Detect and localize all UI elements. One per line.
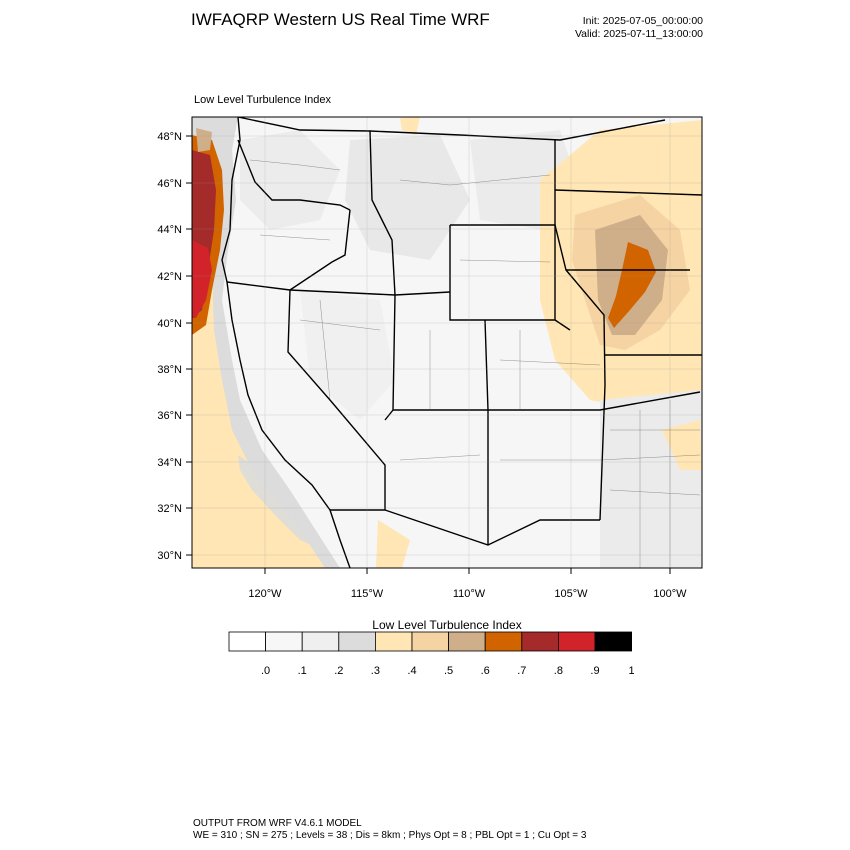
footer-model-info: OUTPUT FROM WRF V4.6.1 MODEL [193,818,362,829]
colorbar-tick-label: .1 [298,665,307,677]
plains-index-high [608,242,656,328]
footer-config-info: WE = 310 ; SN = 275 ; Levels = 38 ; Dis … [193,830,587,841]
colorbar-box [265,631,303,652]
init-time-label: Init: 2025-07-05_00:00:00 [582,15,703,27]
graticule [192,117,702,568]
lon-label-105: 105°W [554,588,588,600]
colorbar-tick-label: .2 [334,665,343,677]
north-index-low [400,117,420,135]
map-frame [191,116,703,569]
lon-ticks [264,568,671,574]
colorbar [228,631,632,652]
lat-label-44: 44°N [157,224,182,236]
colorbar-box [448,631,486,652]
colorbar-ticks: .0 .1 .2 .3 .4 .5 .6 .7 .8 .9 1 [261,665,635,677]
map-area [192,117,702,568]
coastal-index-max [192,240,212,318]
coastline [221,117,351,568]
lat-label-42: 42°N [157,271,182,283]
colorbar-box [338,631,376,652]
coastal-index-mid [196,128,212,152]
lat-label-40: 40°N [157,318,182,330]
main-title: IWFAQRP Western US Real Time WRF [191,10,490,29]
colorbar-tick-label: .3 [371,665,380,677]
colorbar-title: Low Level Turbulence Index [372,618,521,632]
colorbar-tick-label: 1 [629,665,635,677]
ocean-turbulence-low [192,260,325,568]
valid-time-label: Valid: 2025-07-11_13:00:00 [574,28,703,40]
south-index-low [376,520,410,568]
colorbar-tick-label: .4 [407,665,416,677]
lat-label-30: 30°N [157,550,182,562]
terrain-shading [300,290,395,420]
texas-index-low [662,420,702,470]
colorbar-box [411,631,449,652]
lon-label-100: 100°W [653,588,687,600]
map-subtitle: Low Level Turbulence Index [194,94,331,106]
lon-label-120: 120°W [248,588,282,600]
lon-label-115: 115°W [351,588,384,600]
state-borders [226,117,702,546]
lat-label-46: 46°N [157,178,182,190]
colorbar-box [521,631,559,652]
lat-label-32: 32°N [157,503,182,515]
colorbar-tick-label: .9 [590,665,599,677]
colorbar-tick-label: .8 [554,665,563,677]
colorbar-tick-label: .7 [517,665,526,677]
colorbar-tick-label: .6 [481,665,490,677]
colorbar-box [558,631,596,652]
colorbar-box [301,631,340,652]
terrain-shading [345,135,470,260]
colorbar-box [484,631,523,652]
colorbar-box [594,631,632,652]
lat-ticks [186,135,192,556]
lat-label-38: 38°N [157,364,182,376]
lat-label-48: 48°N [157,131,182,143]
lat-label-36: 36°N [157,410,182,422]
colorbar-box [374,631,413,652]
colorbar-tick-label: .0 [261,665,270,677]
lat-label-34: 34°N [157,457,182,469]
lon-label-110: 110°W [453,588,486,600]
ocean-gray-band [238,455,318,548]
colorbar-box [228,631,266,652]
colorbar-tick-label: .5 [444,665,453,677]
texas-shading [600,390,702,568]
